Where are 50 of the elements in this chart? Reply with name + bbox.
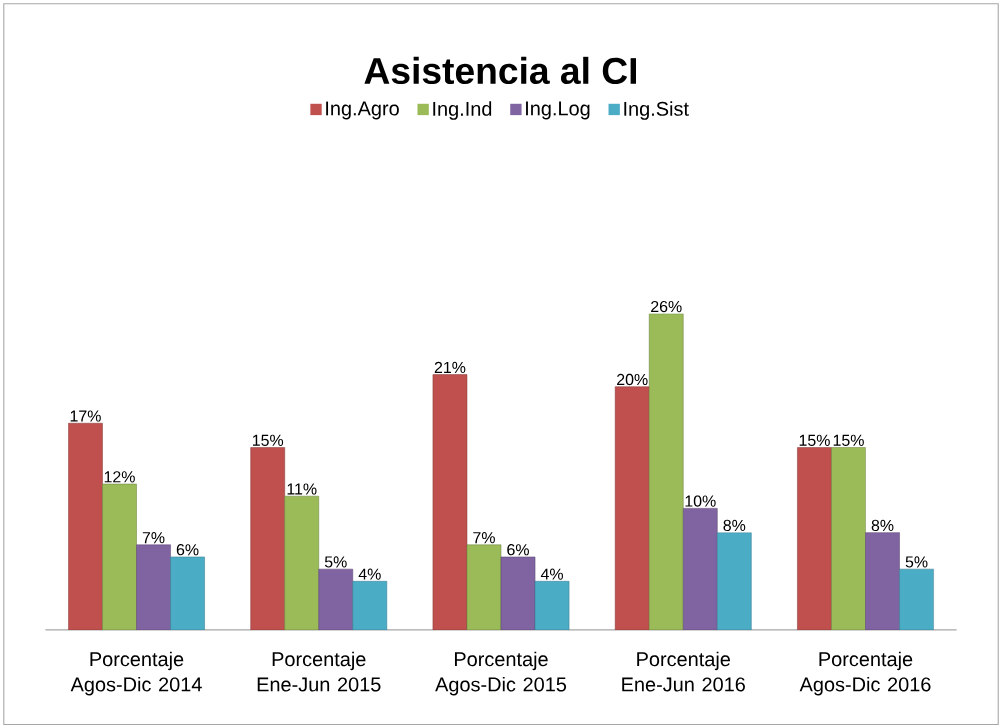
bar	[831, 447, 866, 630]
legend-label: Ing.Ind	[433, 101, 492, 120]
data-label: 15%	[833, 434, 864, 446]
data-label: 26%	[651, 300, 682, 313]
legend-label: Ing.Agro	[326, 101, 399, 120]
data-label: 15%	[799, 434, 830, 446]
data-label: 6%	[507, 543, 529, 556]
data-label: 12%	[104, 471, 135, 483]
x-tick-label: Porcentaje Ene-Jun 2016	[622, 651, 745, 692]
bar	[136, 544, 171, 630]
data-label: 11%	[287, 483, 317, 495]
bar	[717, 532, 752, 630]
data-label: 5%	[324, 556, 347, 568]
x-tick-label: Porcentaje Agos-Dic 2016	[799, 651, 931, 696]
bar	[466, 544, 502, 630]
bar	[534, 580, 570, 630]
data-label: 21%	[434, 361, 466, 373]
data-label: 17%	[70, 410, 101, 422]
bar	[250, 447, 285, 630]
bar	[102, 483, 137, 630]
chart-title: Asistencia al CI	[364, 56, 636, 84]
bar	[170, 556, 205, 630]
bar	[797, 447, 832, 630]
bar	[865, 532, 900, 630]
bar	[432, 374, 468, 630]
data-label: 5%	[905, 556, 928, 568]
bar	[614, 386, 650, 630]
data-label: 4%	[540, 568, 563, 580]
data-label: 4%	[358, 568, 381, 580]
data-label: 7%	[473, 531, 495, 544]
data-label: 15%	[252, 434, 284, 446]
x-tick-label: Porcentaje Ene-Jun 2015	[257, 651, 381, 692]
bar	[318, 568, 354, 630]
x-tick-label: Porcentaje Agos-Dic 2015	[435, 651, 567, 696]
data-label: 8%	[871, 519, 894, 531]
legend-label: Ing.Sist	[624, 101, 689, 120]
bar	[500, 556, 536, 630]
data-label: 6%	[176, 543, 199, 556]
bar	[352, 580, 388, 630]
data-label: 8%	[723, 519, 746, 531]
bar	[682, 507, 718, 630]
data-label: 20%	[617, 373, 648, 386]
bar	[284, 495, 320, 630]
bar	[648, 313, 684, 630]
data-label: 7%	[142, 531, 165, 544]
x-tick-label: Porcentaje Agos-Dic 2014	[70, 651, 202, 696]
bar	[899, 568, 934, 630]
bar	[68, 422, 103, 630]
data-label: 10%	[685, 495, 716, 507]
legend-label: Ing.Log	[526, 101, 590, 120]
